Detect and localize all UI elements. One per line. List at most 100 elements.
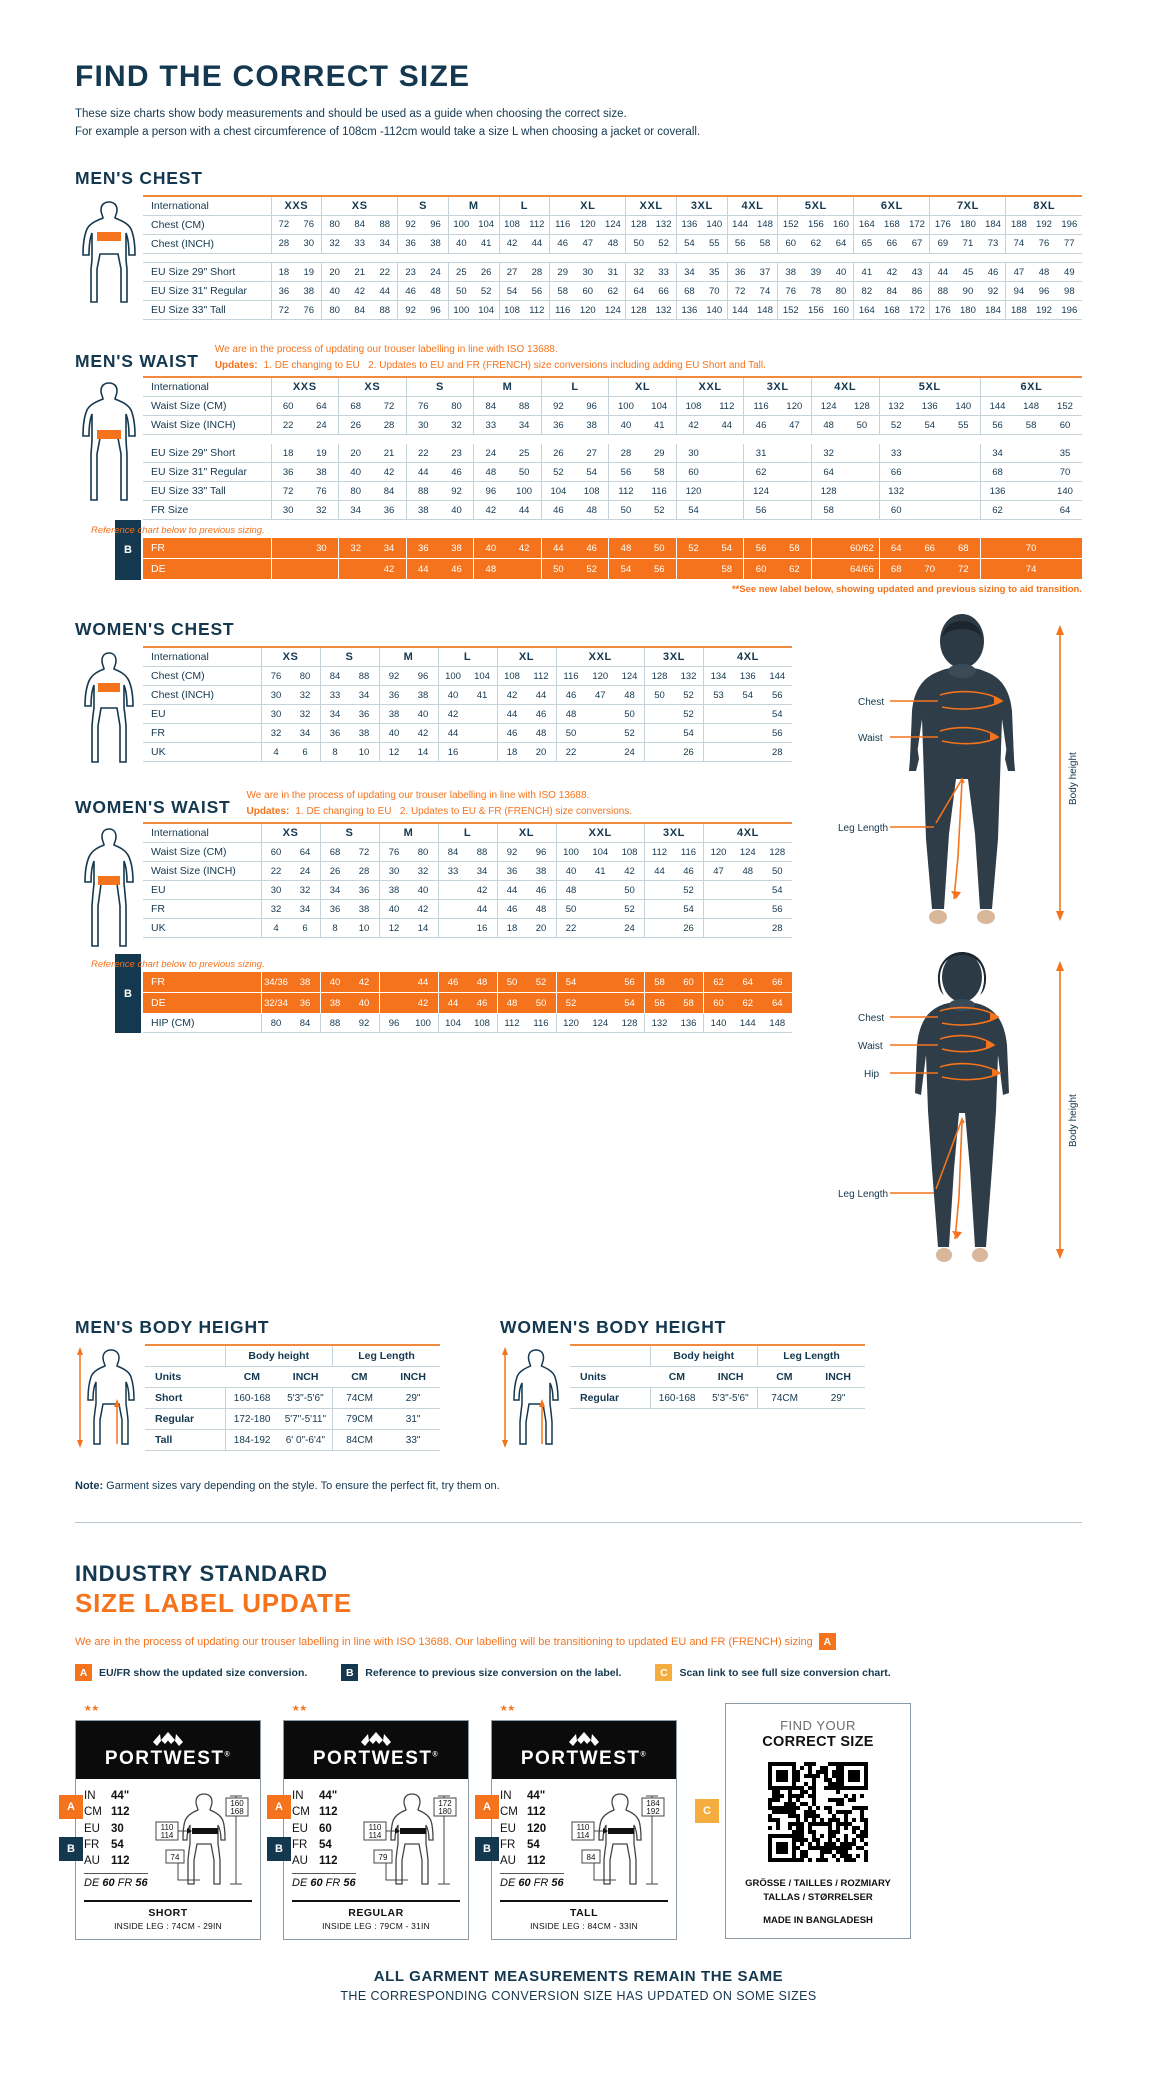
label-card-slot-regular: ** PORTWEST® IN 44" CM 112 EU 60 FR 54 AU 112 DE 60 …	[267, 1703, 469, 1941]
ref-table-cell	[811, 558, 846, 581]
table-cell: 22	[555, 918, 586, 939]
tag-c-icon: C	[655, 1664, 673, 1682]
mens-chest-rowlabel-header: International	[143, 194, 271, 216]
table-cell: 26	[674, 918, 704, 939]
label-brand-header: PORTWEST®	[492, 1721, 676, 1780]
table-cell: 128	[845, 396, 880, 417]
bh-table-row: Short 160-168 5'3"-5'6" 74CM 29"	[145, 1387, 440, 1410]
portwest-chevron-icon	[361, 1732, 391, 1747]
table-cell: 148	[752, 300, 778, 321]
table-cell: 36	[349, 880, 379, 901]
table-cell: 32	[290, 704, 320, 725]
table-cell	[644, 880, 674, 901]
ref-table-row: FR 34/36 38 40 42 44 46 48 50 52 54 56 58 60 62 64 66	[143, 972, 792, 994]
table-cell	[777, 462, 812, 483]
size-header-s: S	[319, 822, 379, 844]
table-cell	[644, 899, 674, 920]
table-cell: 124	[615, 666, 645, 687]
table-row: EU 30 32 34 36 38 40 42 44 46 48 50 52 54	[143, 880, 792, 901]
table-cell: 36	[372, 500, 407, 521]
table-cell: 24	[473, 444, 508, 464]
table-cell: 56	[743, 500, 778, 521]
table-cell: 74	[752, 281, 778, 302]
row-label: UK	[143, 742, 261, 763]
table-cell: 34	[979, 444, 1015, 464]
industry-key-item-c: C Scan link to see full size conversion c…	[655, 1664, 891, 1682]
table-cell: 31	[743, 444, 778, 464]
table-cell: 62	[600, 281, 626, 302]
table-cell: 52	[878, 415, 913, 436]
table-cell: 47	[777, 415, 812, 436]
table-cell	[585, 723, 615, 744]
table-cell: 54	[762, 704, 792, 725]
table-cell: 32	[290, 880, 320, 901]
mens-body-height-title: MEN'S BODY HEIGHT	[75, 1317, 270, 1338]
table-cell: 80	[408, 842, 438, 863]
size-header-3xl: 3XL	[676, 194, 728, 216]
table-cell: 132	[651, 215, 677, 235]
table-cell: 40	[447, 234, 474, 254]
mens-chest-figure	[75, 195, 143, 321]
table-cell: 44	[405, 462, 440, 483]
mens-waist-update-1: 1. DE changing to EU	[263, 360, 360, 372]
size-header-xl: XL	[496, 822, 556, 844]
table-cell: 104	[473, 300, 500, 321]
label-spec-key: IN	[84, 1790, 96, 1803]
ref-table-cell: 38	[290, 972, 320, 994]
table-cell	[644, 742, 674, 763]
table-cell	[845, 444, 880, 464]
table-cell: 92	[540, 396, 576, 417]
table-cell: 47	[575, 234, 601, 254]
table-cell: 36	[319, 899, 350, 920]
mens-waist-header-row: International XXS XS S M L XL XXL 3XL 4XL 5XL 6XL	[143, 376, 1082, 398]
table-cell: 38	[423, 234, 449, 254]
table-cell: 41	[642, 415, 677, 436]
male-waist-label: Waist	[858, 733, 883, 744]
womens-waist-notes: We are in the process of updating our tr…	[247, 788, 792, 822]
table-row: EU Size 29" Short 18 19 20 21 22 23 24 25 26 27 28 2…	[143, 262, 1082, 283]
size-header-xxl: XXL	[625, 194, 677, 216]
table-cell: 72	[726, 281, 753, 302]
womens-body-height-block: Body height Leg Length Units CM INCH CM INCH Re…	[500, 1344, 865, 1454]
bh-units-label: Units	[145, 1366, 225, 1389]
table-cell: 40	[439, 500, 474, 521]
womens-waist-figure	[75, 822, 143, 954]
table-cell: 54	[675, 500, 711, 521]
page-title: FIND THE CORRECT SIZE	[75, 60, 471, 93]
ref-row-label: FR	[143, 972, 261, 994]
table-cell: 132	[878, 396, 913, 417]
bh-group-header-row: Body height Leg Length	[570, 1344, 865, 1368]
tag-b-icon: B	[475, 1837, 499, 1862]
table-cell: 98	[1056, 281, 1082, 302]
label-spec-value: 44"	[527, 1790, 546, 1803]
table-cell	[1014, 500, 1048, 521]
ref-table-cell: 56	[743, 538, 778, 560]
label-figure: 110 114 172 180 79	[360, 1788, 460, 1892]
table-cell: 88	[372, 300, 398, 321]
female-height-icon	[502, 1347, 559, 1449]
qr-code-wrapper[interactable]	[736, 1750, 900, 1877]
table-cell: 92	[397, 215, 424, 235]
table-cell: 48	[600, 234, 626, 254]
table-cell: 46	[496, 899, 527, 920]
table-cell: 112	[526, 666, 556, 687]
table-cell: 134	[703, 666, 733, 687]
female-body-icon	[84, 828, 134, 947]
brand-name: PORTWEST®	[520, 1748, 648, 1770]
table-cell: 112	[644, 842, 674, 863]
table-cell: 22	[270, 415, 305, 436]
table-cell: 72	[270, 300, 297, 321]
table-cell: 128	[762, 842, 792, 863]
table-cell: 96	[526, 842, 556, 863]
table-cell	[710, 481, 744, 502]
mens-waist-ref-table: FR 30 32 34 36 38 40 42 44 46 48 50 52 54 56 58 60/62 64 6…	[143, 538, 1082, 581]
table-cell: 76	[1031, 234, 1057, 254]
table-cell: 96	[575, 396, 609, 417]
table-cell: 56	[762, 899, 792, 920]
bh-table-cell: 79CM	[332, 1408, 387, 1431]
table-cell: 188	[1005, 300, 1032, 321]
table-row: EU Size 31" Regular 36 38 40 42 44 46 48 50 52 54 5…	[143, 281, 1082, 302]
bh-table-cell: 160-168	[649, 1387, 704, 1410]
table-cell: 80	[321, 300, 348, 321]
table-cell: 136	[675, 300, 702, 321]
